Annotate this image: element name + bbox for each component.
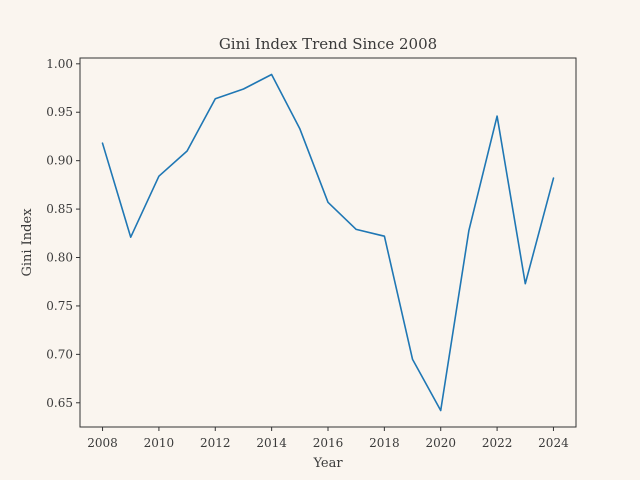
x-tick-label: 2012 — [200, 436, 231, 450]
gini-index-series-line — [101, 73, 555, 412]
y-tick-label: 0.90 — [46, 154, 73, 168]
x-tick-label: 2016 — [313, 436, 344, 450]
x-axis: 2008 2010 2012 2014 2016 2018 2020 2022 2024 — [87, 427, 569, 450]
y-tick-label: 1.00 — [46, 57, 73, 71]
y-tick-label: 0.95 — [46, 105, 73, 119]
x-tick-label: 2024 — [538, 436, 569, 450]
x-tick-label: 2014 — [256, 436, 287, 450]
y-tick-label: 0.65 — [46, 396, 73, 410]
y-axis-label: Gini Index — [20, 208, 35, 277]
x-axis-label: Year — [312, 456, 343, 471]
y-tick-label: 0.75 — [46, 299, 73, 313]
x-tick-label: 2008 — [87, 436, 118, 450]
x-tick-label: 2010 — [144, 436, 175, 450]
x-tick-label: 2022 — [482, 436, 513, 450]
y-tick-label: 0.70 — [46, 347, 73, 361]
y-tick-label: 0.85 — [46, 202, 73, 216]
plot-area: 2008 2010 2012 2014 2016 2018 2020 2022 2024 0.6… — [46, 57, 577, 450]
chart-title: Gini Index Trend Since 2008 — [219, 35, 437, 53]
x-tick-label: 2020 — [425, 436, 456, 450]
y-tick-label: 0.80 — [46, 251, 73, 265]
y-axis: 0.65 0.70 0.75 0.80 0.85 0.90 0.95 1.00 — [46, 57, 80, 410]
plot-frame — [79, 57, 577, 428]
x-tick-label: 2018 — [369, 436, 400, 450]
